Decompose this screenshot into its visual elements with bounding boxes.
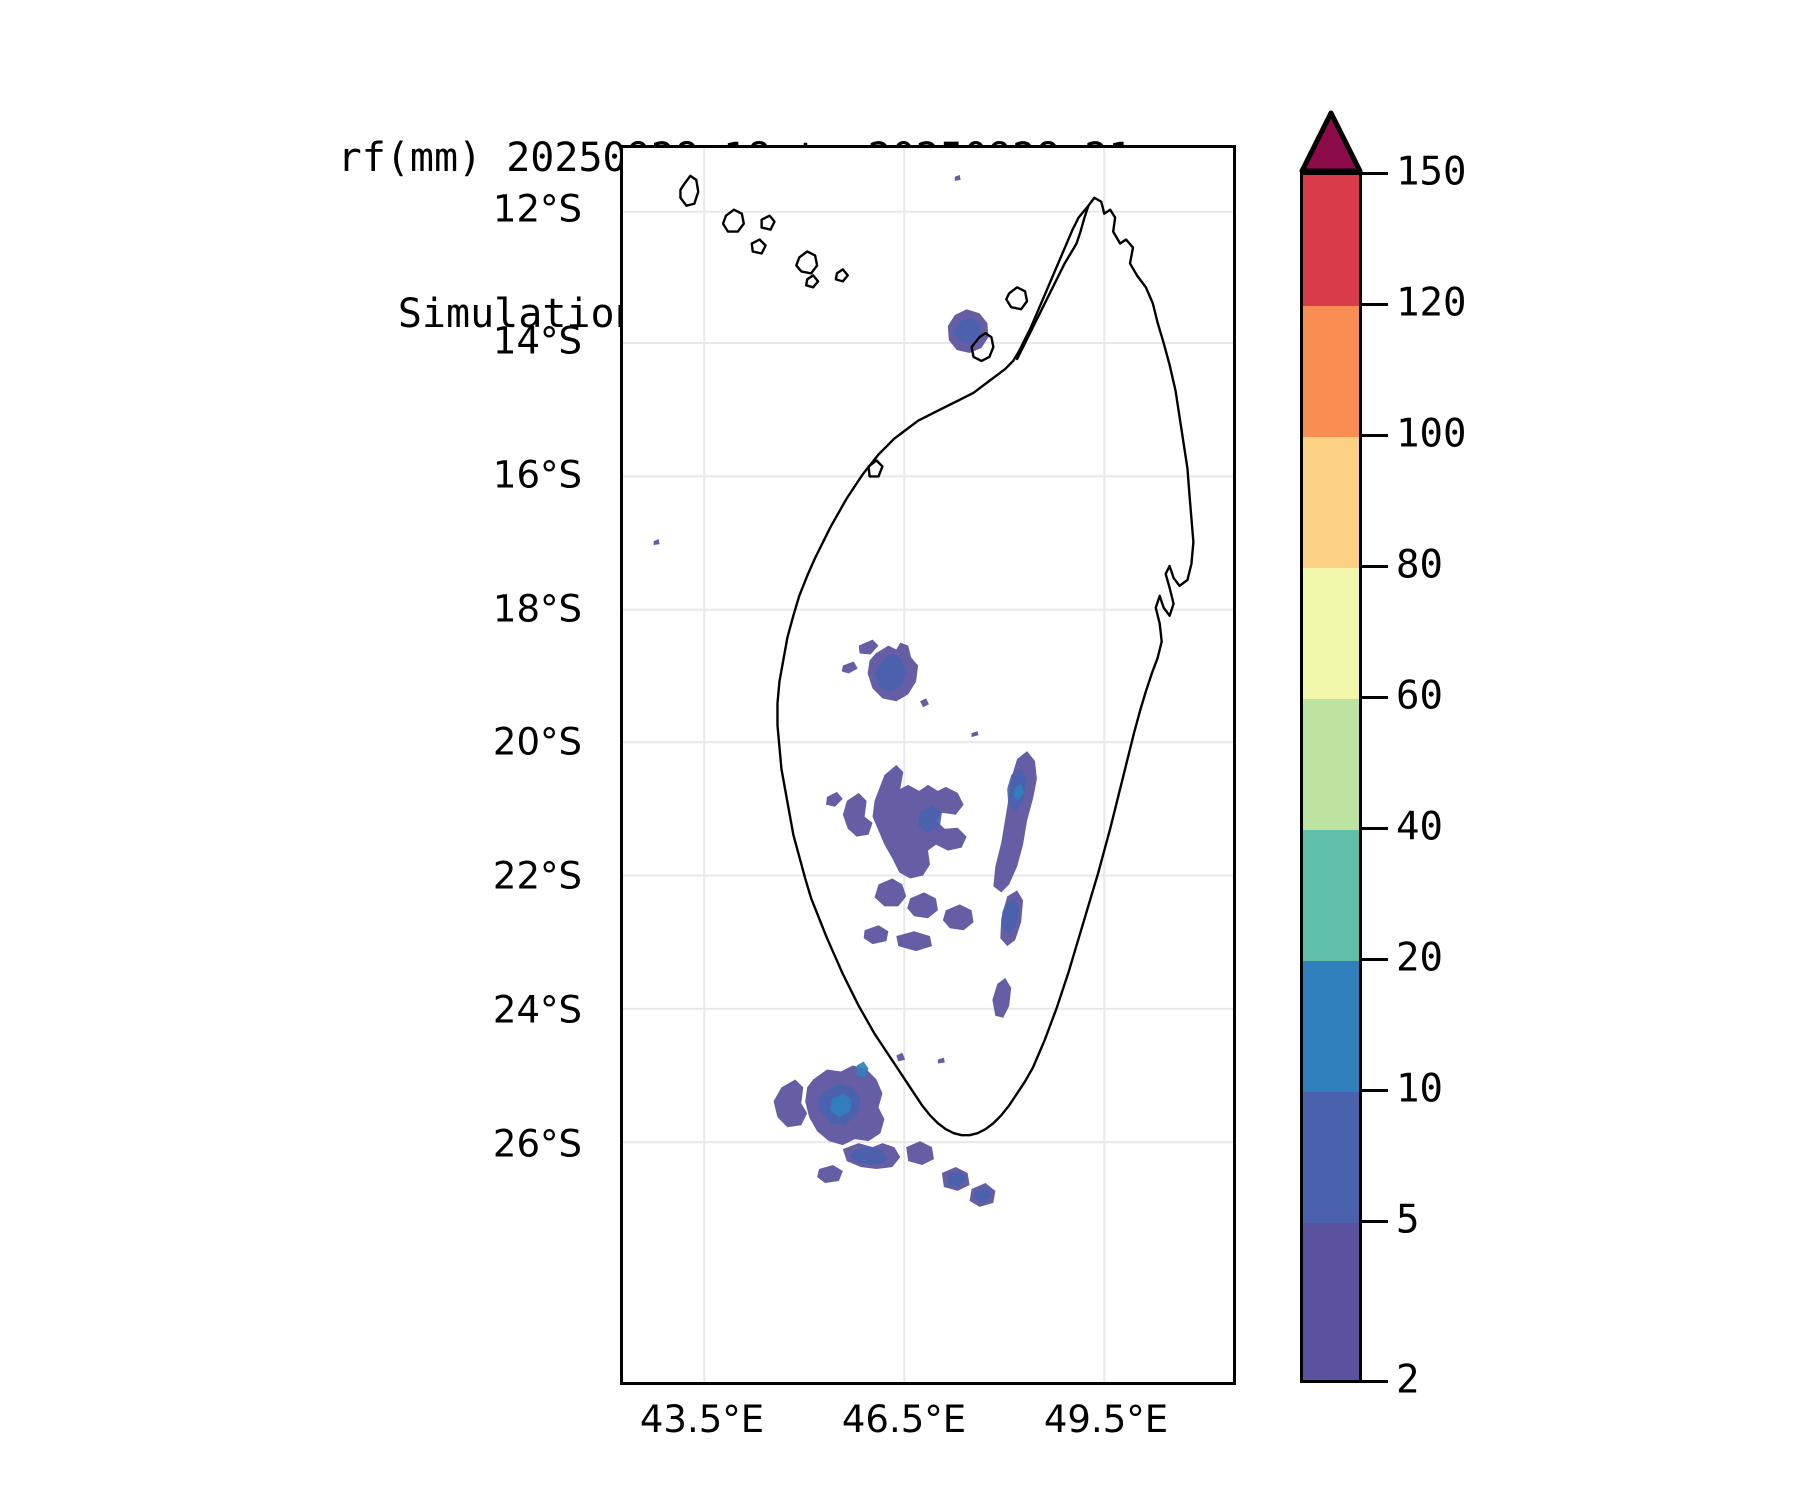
colorbar-label-10: 10 bbox=[1396, 1066, 1443, 1112]
colorband-5-10 bbox=[1303, 1092, 1359, 1223]
xtick-label-435e: 43.5°E bbox=[639, 1398, 765, 1441]
colorbar-tick-20 bbox=[1362, 958, 1388, 961]
colorbar-label-20: 20 bbox=[1396, 935, 1443, 981]
rainfall-band-2-5mm bbox=[653, 174, 1037, 1207]
colorbar-tick-150 bbox=[1362, 172, 1388, 175]
colorbar-tick-2 bbox=[1362, 1380, 1388, 1383]
xtick-label-465e: 46.5°E bbox=[841, 1398, 967, 1441]
colorband-100-120 bbox=[1303, 306, 1359, 437]
ytick-label-20s: 20°S bbox=[492, 720, 582, 764]
map-axes[interactable] bbox=[620, 145, 1236, 1385]
ytick-label-18s: 18°S bbox=[492, 587, 582, 631]
colorbar-tick-40 bbox=[1362, 827, 1388, 830]
ytick-label-16s: 16°S bbox=[492, 453, 582, 497]
colorband-120-150 bbox=[1303, 175, 1359, 306]
madagascar-coastline bbox=[679, 174, 1195, 1137]
colorbar-label-60: 60 bbox=[1396, 673, 1443, 719]
colorbar-label-150: 150 bbox=[1396, 149, 1467, 195]
colorbar-gradient bbox=[1300, 172, 1362, 1383]
ytick-label-14s: 14°S bbox=[492, 319, 582, 363]
ytick-label-24s: 24°S bbox=[492, 988, 582, 1032]
colorband-20-40 bbox=[1303, 830, 1359, 961]
colorbar[interactable]: 150 120 100 80 60 40 20 10 5 2 bbox=[1299, 110, 1466, 1403]
colorbar-label-40: 40 bbox=[1396, 804, 1443, 850]
map-clip bbox=[623, 148, 1233, 1382]
colorbar-label-2: 2 bbox=[1396, 1357, 1420, 1403]
colorbar-tick-100 bbox=[1362, 434, 1388, 437]
colorbar-tick-10 bbox=[1362, 1089, 1388, 1092]
colorbar-tick-60 bbox=[1362, 696, 1388, 699]
colorband-40-60 bbox=[1303, 699, 1359, 830]
colorbar-tick-120 bbox=[1362, 303, 1388, 306]
gridlines bbox=[623, 148, 1233, 1382]
colorbar-label-120: 120 bbox=[1396, 280, 1467, 326]
colorbar-tick-80 bbox=[1362, 565, 1388, 568]
colorbar-tick-5 bbox=[1362, 1220, 1388, 1223]
colorbar-label-80: 80 bbox=[1396, 542, 1443, 588]
ytick-label-22s: 22°S bbox=[492, 854, 582, 898]
colorband-80-100 bbox=[1303, 437, 1359, 568]
colorbar-label-100: 100 bbox=[1396, 411, 1467, 457]
ytick-label-12s: 12°S bbox=[492, 187, 582, 231]
rainfall-band-10-20mm bbox=[829, 782, 1025, 1118]
map-plot bbox=[623, 148, 1233, 1382]
rainfall-band-5-10mm bbox=[817, 317, 1028, 1203]
ytick-label-26s: 26°S bbox=[492, 1122, 582, 1166]
colorband-10-20 bbox=[1303, 961, 1359, 1092]
xtick-label-495e: 49.5°E bbox=[1043, 1398, 1169, 1441]
colorband-60-80 bbox=[1303, 568, 1359, 699]
colorbar-extend-arrow bbox=[1299, 110, 1363, 174]
colorbar-label-5: 5 bbox=[1396, 1197, 1420, 1243]
colorband-2-5 bbox=[1303, 1223, 1359, 1380]
